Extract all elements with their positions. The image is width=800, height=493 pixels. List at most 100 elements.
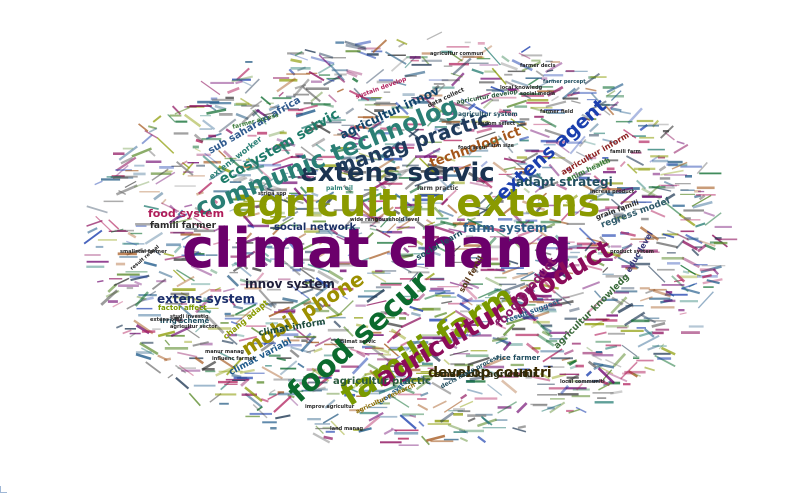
filler-microword — [224, 383, 238, 385]
filler-microword — [327, 119, 346, 121]
filler-microword — [429, 84, 440, 95]
filler-microword — [404, 175, 422, 191]
filler-microword — [583, 116, 591, 122]
filler-microword — [411, 63, 432, 66]
filler-microword — [443, 399, 463, 413]
filler-microword — [611, 252, 624, 254]
filler-microword — [156, 280, 167, 283]
filler-microword — [161, 198, 167, 205]
filler-microword — [380, 282, 402, 285]
filler-microword — [487, 288, 502, 297]
filler-microword — [241, 393, 257, 396]
filler-microword — [345, 148, 361, 150]
filler-microword — [489, 236, 510, 238]
filler-microword — [210, 97, 218, 100]
filler-microword — [247, 134, 257, 137]
word-1: climat chang — [182, 217, 573, 280]
filler-microword — [387, 359, 397, 362]
filler-microword — [125, 271, 148, 273]
filler-microword — [336, 146, 354, 153]
filler-microword — [241, 104, 260, 107]
filler-microword — [543, 238, 555, 243]
filler-microword — [553, 151, 574, 166]
filler-microword — [307, 418, 321, 421]
filler-microword — [318, 74, 331, 76]
filler-microword — [550, 298, 563, 301]
filler-microword — [432, 400, 447, 409]
filler-microword — [97, 280, 104, 283]
filler-microword — [312, 386, 326, 393]
filler-microword — [621, 287, 635, 290]
filler-microword — [497, 406, 512, 409]
filler-microword — [292, 78, 310, 98]
filler-microword — [514, 105, 528, 108]
filler-microword — [302, 258, 318, 261]
filler-microword — [151, 168, 169, 181]
filler-microword — [565, 168, 572, 171]
filler-microword — [476, 180, 493, 183]
filler-microword — [129, 332, 141, 335]
filler-microword — [391, 260, 412, 273]
filler-microword — [410, 311, 421, 317]
filler-microword — [597, 252, 608, 255]
word-76: increas product — [590, 189, 635, 195]
filler-microword — [502, 121, 524, 123]
filler-microword — [354, 131, 362, 139]
filler-microword — [208, 169, 227, 181]
filler-microword — [329, 316, 346, 319]
filler-microword — [193, 217, 202, 224]
filler-microword — [126, 287, 134, 290]
filler-microword — [703, 286, 714, 288]
filler-microword — [437, 373, 461, 377]
filler-microword — [412, 353, 431, 355]
filler-microword — [525, 149, 540, 153]
filler-microword — [650, 306, 675, 309]
filler-microword — [401, 379, 424, 382]
filler-microword — [507, 259, 519, 265]
filler-microword — [546, 339, 558, 343]
filler-microword — [419, 194, 443, 197]
filler-microword — [467, 257, 486, 259]
filler-microword — [272, 163, 294, 172]
filler-microword — [304, 230, 320, 233]
filler-microword — [482, 427, 506, 429]
filler-microword — [441, 120, 460, 123]
filler-microword — [716, 238, 738, 241]
filler-microword — [575, 169, 590, 180]
filler-microword — [691, 194, 712, 207]
filler-microword — [666, 163, 678, 166]
filler-microword — [426, 100, 444, 114]
filler-microword — [305, 250, 325, 254]
filler-microword — [501, 55, 510, 63]
filler-microword — [399, 414, 417, 430]
filler-microword — [433, 244, 456, 257]
filler-microword — [304, 48, 316, 54]
filler-microword — [362, 345, 376, 349]
filler-microword — [600, 250, 621, 258]
filler-microword — [511, 327, 526, 331]
filler-microword — [666, 252, 676, 254]
filler-microword — [506, 88, 519, 90]
filler-microword — [471, 68, 484, 75]
filler-microword — [479, 64, 499, 66]
filler-microword — [459, 302, 471, 311]
filler-microword — [626, 163, 638, 174]
filler-microword — [265, 301, 273, 308]
word-15: adapt strategi — [516, 175, 613, 189]
filler-microword — [297, 154, 305, 158]
filler-microword — [312, 211, 336, 215]
filler-microword — [464, 331, 474, 333]
filler-microword — [409, 185, 422, 194]
filler-microword — [412, 198, 430, 202]
filler-microword — [229, 157, 246, 173]
filler-microword — [603, 209, 616, 218]
word-28: smallhold agricultur — [435, 370, 538, 380]
filler-microword — [272, 198, 279, 204]
filler-microword — [397, 393, 422, 396]
filler-microword — [661, 257, 684, 260]
filler-microword — [650, 155, 669, 158]
filler-microword — [242, 160, 266, 162]
filler-microword — [285, 196, 304, 205]
filler-microword — [656, 241, 678, 249]
word-37: rice farmer — [496, 354, 540, 362]
